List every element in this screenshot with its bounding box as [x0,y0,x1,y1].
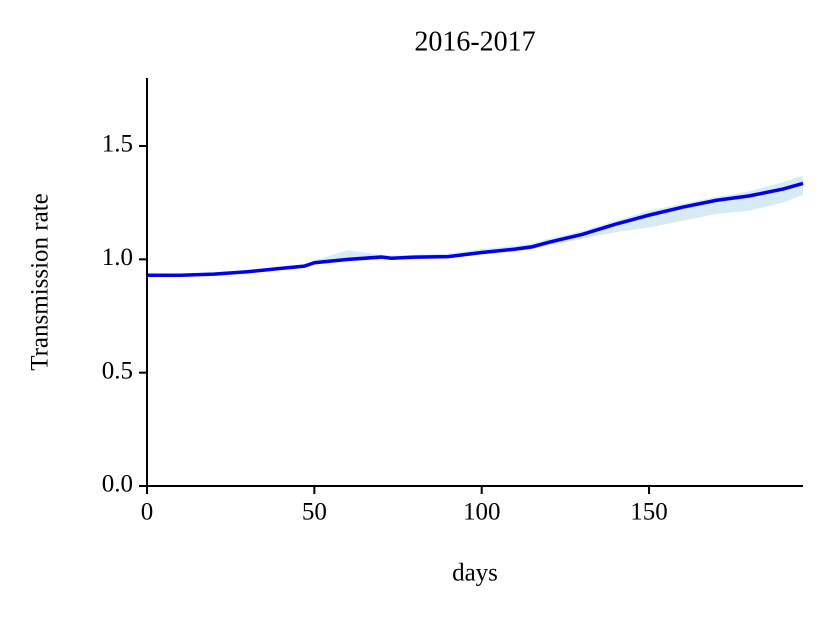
y-tick-label: 0.0 [102,471,133,498]
line [147,181,804,277]
y-axis-label: Transmission rate [27,193,54,371]
x-axis-label: days [452,560,498,587]
x-tick-label: 150 [630,499,668,526]
x-tick-label: 50 [302,499,327,526]
x-tick-label: 0 [141,499,154,526]
confidence-band [147,175,803,277]
chart-title: 2016-2017 [414,26,535,57]
y-tick-label: 1.0 [102,244,133,271]
y-tick-label: 1.5 [102,131,133,158]
x-tick-label: 100 [463,499,501,526]
y-tick-label: 0.5 [102,357,133,384]
